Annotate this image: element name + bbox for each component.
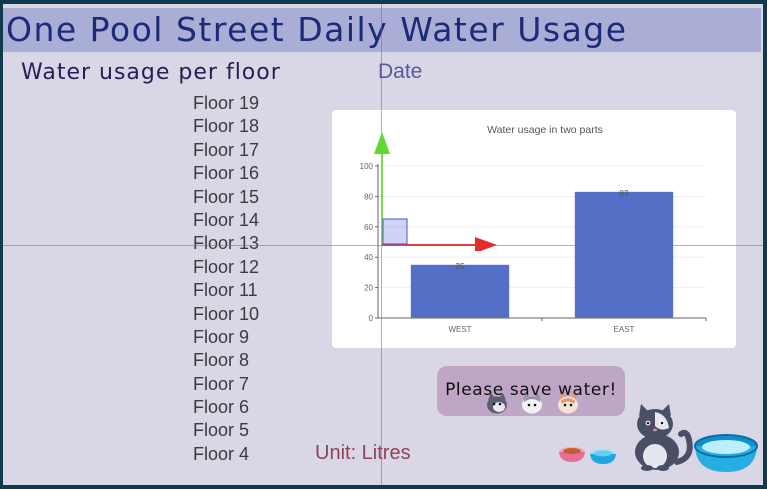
large-water-bowl-icon — [694, 434, 758, 472]
y-tick-label: 0 — [369, 314, 374, 323]
unit-label: Unit: Litres — [315, 442, 411, 464]
x-tick-label: WEST — [448, 325, 471, 334]
floor-button[interactable]: Floor 14 — [193, 209, 260, 230]
chart-card: Water usage in two parts 0 20 40 60 80 100 35 WE… — [332, 110, 736, 348]
floor-button[interactable]: Floor 16 — [193, 163, 260, 184]
bar-east — [574, 191, 674, 318]
y-tick-label: 100 — [360, 162, 374, 171]
cat-face-dark-icon — [487, 393, 507, 414]
chart-title: Water usage in two parts — [487, 124, 603, 136]
app-frame: One Pool Street Daily Water Usage Water … — [3, 4, 763, 485]
floor-button[interactable]: Floor 6 — [193, 397, 250, 418]
cat-face-orange-icon — [558, 393, 578, 414]
x-tick-label: EAST — [614, 325, 635, 334]
floor-button[interactable]: Floor 13 — [193, 233, 260, 254]
pet-food-bowl-icon — [559, 447, 585, 462]
pet-water-bowl-icon — [590, 449, 616, 464]
cat-illustration-icon — [635, 404, 693, 471]
title-bar: One Pool Street Daily Water Usage — [3, 8, 761, 52]
bar-west — [410, 264, 510, 318]
bar-value-label: 83 — [619, 188, 629, 198]
date-label: Date — [378, 60, 423, 83]
floors-heading: Water usage per floor — [21, 60, 281, 85]
floor-button[interactable]: Floor 18 — [193, 116, 260, 137]
y-tick-label: 20 — [364, 284, 373, 293]
floor-button[interactable]: Floor 19 — [193, 93, 260, 113]
y-tick-label: 60 — [364, 223, 373, 232]
floor-button[interactable]: Floor 8 — [193, 350, 250, 371]
floor-button[interactable]: Floor 9 — [193, 326, 250, 347]
water-usage-chart: Water usage in two parts 0 20 40 60 80 100 35 WE… — [360, 124, 707, 334]
floor-button[interactable]: Floor 12 — [193, 256, 260, 277]
floor-button[interactable]: Floor 5 — [193, 420, 250, 441]
floor-button[interactable]: Floor 4 — [193, 443, 250, 464]
floor-button[interactable]: Floor 10 — [193, 303, 260, 324]
floor-button[interactable]: Floor 17 — [193, 139, 260, 160]
y-tick-label: 40 — [364, 253, 373, 262]
floor-button[interactable]: Floor 7 — [193, 373, 250, 394]
cat-face-gray-icon — [522, 393, 542, 414]
floor-button[interactable]: Floor 15 — [193, 186, 260, 207]
y-tick-label: 80 — [364, 192, 373, 201]
page-title: One Pool Street Daily Water Usage — [6, 10, 628, 49]
move-gizmo-icon[interactable] — [353, 131, 503, 251]
bar-value-label: 35 — [455, 261, 465, 271]
floor-button[interactable]: Floor 11 — [193, 280, 258, 301]
floor-list: Floor 19 Floor 18 Floor 17 Floor 16 Floo… — [193, 92, 259, 466]
